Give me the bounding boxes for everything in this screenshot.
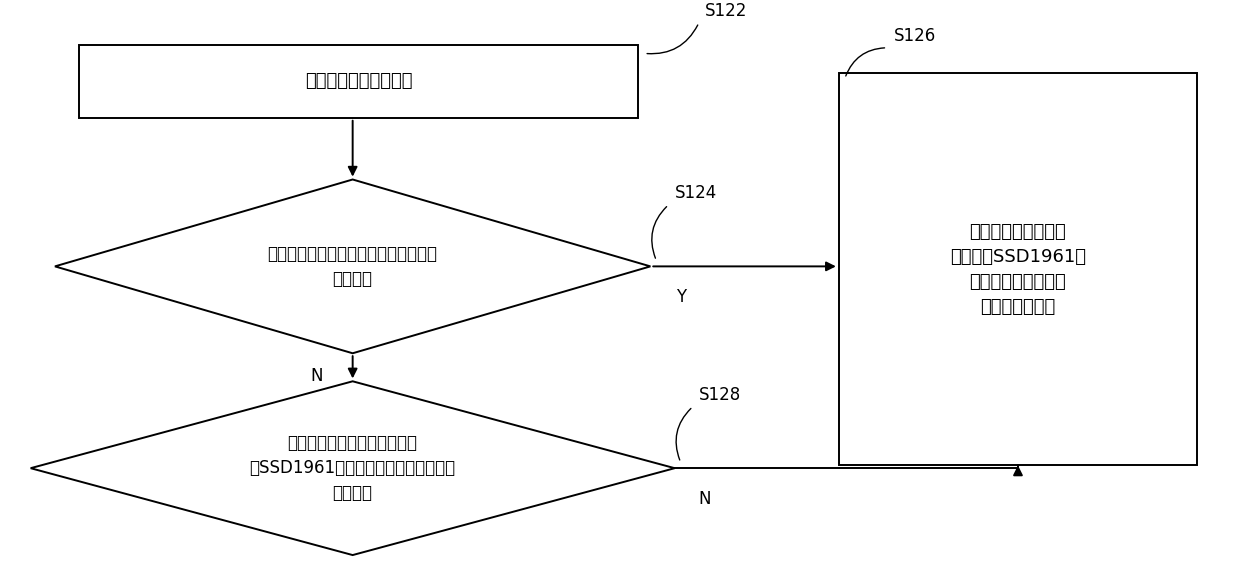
Polygon shape bbox=[55, 180, 650, 353]
Polygon shape bbox=[31, 382, 675, 555]
Text: S124: S124 bbox=[675, 184, 717, 202]
Text: S128: S128 bbox=[699, 386, 742, 404]
Text: 判断外部串行视频信号是否为
与SSD1961芯片接口相匹配的串行视频
数字信号: 判断外部串行视频信号是否为 与SSD1961芯片接口相匹配的串行视频 数字信号 bbox=[249, 434, 456, 502]
Text: 判断外部视频信号是否为外部并行视频
数字信号: 判断外部视频信号是否为外部并行视频 数字信号 bbox=[268, 245, 438, 288]
Bar bbox=[79, 45, 639, 118]
Text: S126: S126 bbox=[893, 27, 936, 45]
Bar bbox=[838, 73, 1197, 466]
Text: N: N bbox=[310, 367, 322, 385]
Text: N: N bbox=[699, 490, 712, 508]
Text: Y: Y bbox=[676, 288, 686, 306]
Text: 将外部视频数字信号
转换为与SSD1961芯
片的接口相匹配的串
行视频数字信号: 将外部视频数字信号 转换为与SSD1961芯 片的接口相匹配的串 行视频数字信号 bbox=[950, 223, 1086, 316]
Text: S122: S122 bbox=[706, 2, 748, 19]
Text: 接收外部视频数字信号: 接收外部视频数字信号 bbox=[305, 73, 413, 90]
